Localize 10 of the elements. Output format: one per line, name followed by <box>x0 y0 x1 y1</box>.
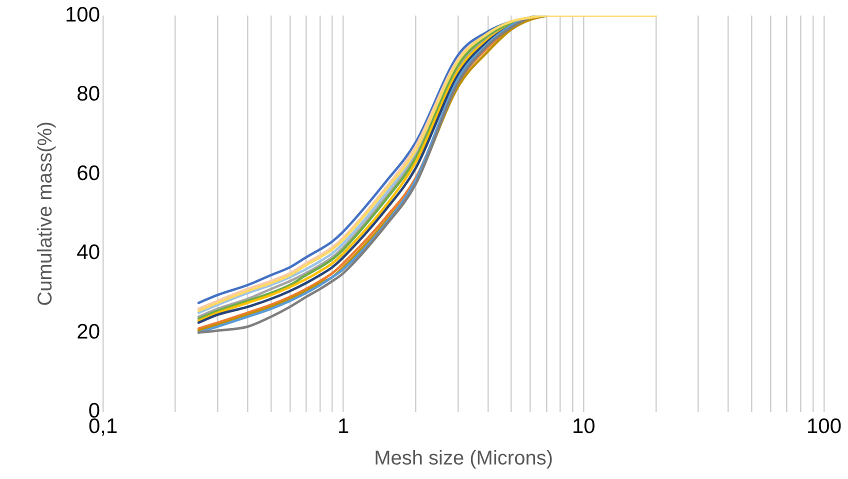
x-axis-title: Mesh size (Microns) <box>374 448 553 470</box>
y-axis-title: Cumulative mass(%) <box>34 121 57 306</box>
y-tick-label: 80 <box>76 82 100 106</box>
y-tick-label: 100 <box>64 3 100 26</box>
x-tick-label: 1 <box>338 415 350 438</box>
y-tick-label: 20 <box>76 320 100 344</box>
x-tick-label: 100 <box>806 415 842 438</box>
y-tick-label: 40 <box>76 241 100 264</box>
y-tick-label: 60 <box>76 162 100 185</box>
x-tick-label: 10 <box>572 415 596 438</box>
